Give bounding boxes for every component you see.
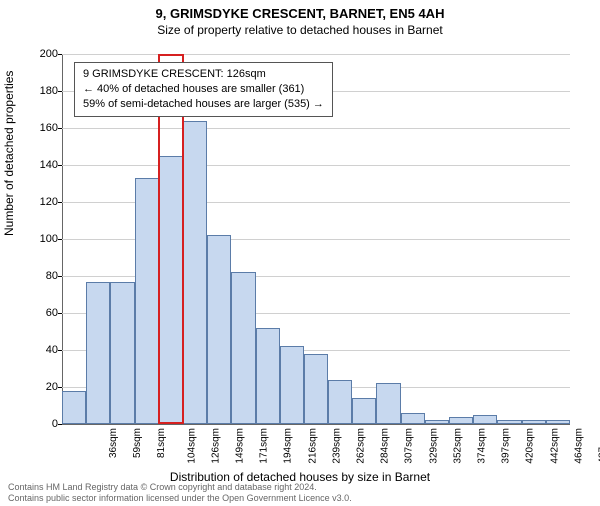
x-tick-label: 126sqm [210, 428, 221, 464]
y-tick-label: 0 [18, 418, 58, 430]
histogram-bar [135, 178, 159, 424]
y-tick-mark [58, 350, 62, 351]
footer-line-1: Contains HM Land Registry data © Crown c… [8, 482, 352, 493]
histogram-bar [497, 420, 521, 424]
histogram-bar [256, 328, 280, 424]
histogram-bar [304, 354, 328, 424]
histogram-bar [449, 417, 473, 424]
x-tick-label: 352sqm [452, 428, 463, 464]
x-tick-label: 397sqm [501, 428, 512, 464]
x-tick-label: 420sqm [525, 428, 536, 464]
x-tick-label: 239sqm [331, 428, 342, 464]
histogram-bar [546, 420, 570, 424]
annotation-box: 9 GRIMSDYKE CRESCENT: 126sqm← 40% of det… [74, 62, 333, 117]
chart-title-main: 9, GRIMSDYKE CRESCENT, BARNET, EN5 4AH [0, 6, 600, 21]
histogram-bar [110, 282, 134, 424]
y-tick-mark [58, 128, 62, 129]
histogram-bar [376, 383, 400, 424]
y-tick-mark [58, 276, 62, 277]
x-tick-label: 262sqm [356, 428, 367, 464]
x-tick-label: 81sqm [156, 428, 167, 458]
y-tick-label: 160 [18, 122, 58, 134]
x-tick-label: 442sqm [549, 428, 560, 464]
y-tick-label: 60 [18, 307, 58, 319]
chart-title-sub: Size of property relative to detached ho… [0, 23, 600, 37]
x-tick-label: 284sqm [380, 428, 391, 464]
histogram-bar [86, 282, 110, 424]
y-tick-mark [58, 54, 62, 55]
x-tick-label: 374sqm [477, 428, 488, 464]
histogram-bar [425, 420, 449, 424]
y-tick-label: 180 [18, 85, 58, 97]
y-tick-label: 120 [18, 196, 58, 208]
x-tick-label: 104sqm [186, 428, 197, 464]
histogram-bar [522, 420, 546, 424]
histogram-bar [328, 380, 352, 424]
histogram-bar [473, 415, 497, 424]
y-axis-label: Number of detached properties [2, 71, 16, 236]
x-tick-label: 59sqm [132, 428, 143, 458]
y-tick-label: 200 [18, 48, 58, 60]
gridline [62, 128, 570, 129]
y-tick-mark [58, 387, 62, 388]
histogram-bar [183, 121, 207, 424]
y-tick-mark [58, 239, 62, 240]
x-tick-label: 464sqm [573, 428, 584, 464]
x-tick-label: 216sqm [307, 428, 318, 464]
y-tick-label: 20 [18, 381, 58, 393]
annotation-line: 59% of semi-detached houses are larger (… [83, 97, 324, 112]
y-tick-mark [58, 91, 62, 92]
footer-line-2: Contains public sector information licen… [8, 493, 352, 504]
x-tick-label: 194sqm [283, 428, 294, 464]
histogram-bar [401, 413, 425, 424]
annotation-line: 9 GRIMSDYKE CRESCENT: 126sqm [83, 67, 324, 82]
x-tick-label: 329sqm [428, 428, 439, 464]
y-tick-mark [58, 165, 62, 166]
histogram-bar [207, 235, 231, 424]
y-tick-mark [58, 202, 62, 203]
histogram-bar [280, 346, 304, 424]
y-tick-label: 80 [18, 270, 58, 282]
x-tick-label: 36sqm [108, 428, 119, 458]
gridline [62, 54, 570, 55]
annotation-line: ← 40% of detached houses are smaller (36… [83, 82, 324, 97]
x-tick-label: 149sqm [235, 428, 246, 464]
y-tick-label: 100 [18, 233, 58, 245]
y-tick-label: 140 [18, 159, 58, 171]
histogram-bar [352, 398, 376, 424]
y-tick-label: 40 [18, 344, 58, 356]
histogram-bar [231, 272, 255, 424]
histogram-bar [62, 391, 86, 424]
footer-attribution: Contains HM Land Registry data © Crown c… [8, 482, 352, 504]
x-tick-label: 171sqm [259, 428, 270, 464]
y-tick-mark [58, 313, 62, 314]
gridline [62, 165, 570, 166]
x-tick-label: 307sqm [404, 428, 415, 464]
y-tick-mark [58, 424, 62, 425]
